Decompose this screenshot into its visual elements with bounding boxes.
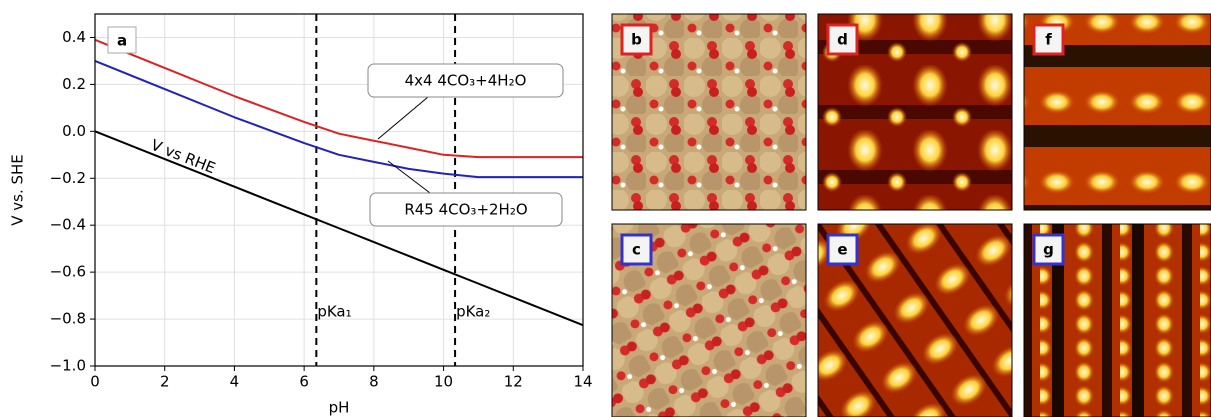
panel-label: c (632, 241, 641, 259)
x-tick-label: 0 (90, 373, 100, 391)
leader-line (388, 161, 430, 193)
panel-label: d (837, 31, 848, 49)
leader-line (378, 97, 428, 139)
figure: −1.0 −0.8 −0.6 −0.4 −0.2 0.0 0.2 0.4 0 2 4 6 8 10 12 14… (0, 0, 1211, 417)
panel-label: f (1045, 31, 1052, 49)
x-tick-label: 2 (160, 373, 170, 391)
y-tick-label: 0.4 (62, 28, 86, 46)
x-tick-label: 14 (573, 373, 592, 391)
y-tick-label: −0.4 (50, 216, 86, 234)
y-tick-label: −0.8 (50, 310, 86, 328)
series-label: 4x4 4CO₃+4H₂O (405, 72, 527, 90)
series-line (95, 131, 583, 325)
series-line (95, 40, 583, 157)
panel-label: e (837, 241, 847, 259)
series-label: R45 4CO₃+2H₂O (404, 201, 527, 219)
x-tick-label: 10 (434, 373, 453, 391)
y-tick-label: 0.2 (62, 75, 86, 93)
x-axis-label: pH (329, 399, 350, 417)
y-axis-label: V vs. SHE (9, 154, 27, 226)
panel-label: b (631, 31, 642, 49)
pka-label: pKa₂ (456, 303, 490, 321)
panel-label: g (1043, 241, 1054, 259)
pka-label: pKa₁ (317, 303, 351, 321)
y-tick-label: −0.2 (50, 169, 86, 187)
x-tick-label: 6 (299, 373, 309, 391)
series-label: V vs RHE (148, 136, 218, 178)
x-tick-label: 8 (369, 373, 379, 391)
y-tick-label: −1.0 (50, 357, 86, 375)
y-tick-label: 0.0 (62, 122, 86, 140)
panel-label: a (117, 32, 127, 50)
x-tick-label: 4 (230, 373, 240, 391)
y-tick-label: −0.6 (50, 263, 86, 281)
x-tick-label: 12 (504, 373, 523, 391)
image-panels (612, 14, 1211, 417)
